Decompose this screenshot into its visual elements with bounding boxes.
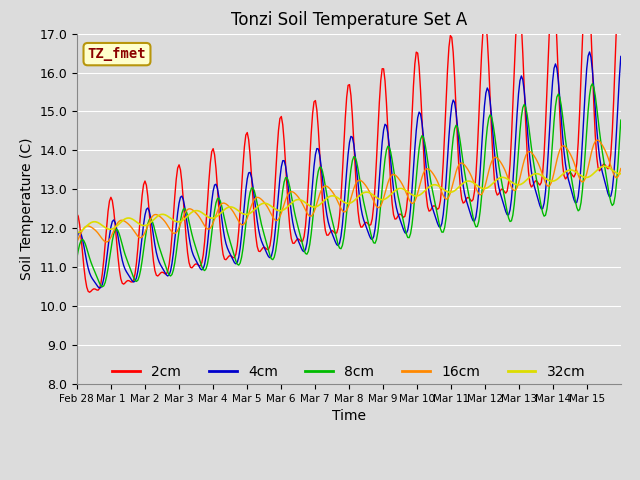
4cm bbox=[96, 285, 104, 291]
4cm bbox=[462, 196, 470, 202]
16cm bbox=[92, 228, 99, 233]
32cm bbox=[541, 176, 549, 181]
2cm bbox=[462, 197, 470, 203]
Line: 4cm: 4cm bbox=[77, 52, 621, 288]
4cm bbox=[617, 54, 625, 60]
4cm bbox=[616, 74, 623, 80]
32cm bbox=[617, 171, 625, 177]
Title: Tonzi Soil Temperature Set A: Tonzi Soil Temperature Set A bbox=[230, 11, 467, 29]
4cm bbox=[543, 171, 551, 177]
Line: 2cm: 2cm bbox=[77, 0, 621, 292]
8cm bbox=[73, 256, 81, 262]
2cm bbox=[110, 207, 118, 213]
16cm bbox=[354, 178, 362, 183]
16cm bbox=[617, 166, 625, 171]
16cm bbox=[593, 137, 600, 143]
2cm bbox=[354, 208, 362, 214]
Legend: 2cm, 4cm, 8cm, 16cm, 32cm: 2cm, 4cm, 8cm, 16cm, 32cm bbox=[107, 359, 591, 384]
32cm bbox=[108, 226, 116, 232]
4cm bbox=[92, 280, 99, 286]
8cm bbox=[110, 231, 118, 237]
4cm bbox=[354, 181, 362, 187]
8cm bbox=[543, 206, 551, 212]
8cm bbox=[589, 81, 596, 86]
32cm bbox=[353, 195, 360, 201]
32cm bbox=[73, 230, 81, 236]
16cm bbox=[462, 164, 470, 169]
16cm bbox=[73, 239, 81, 245]
16cm bbox=[103, 239, 111, 245]
2cm bbox=[86, 289, 93, 295]
8cm bbox=[92, 270, 99, 276]
16cm bbox=[616, 171, 623, 177]
8cm bbox=[99, 284, 106, 290]
16cm bbox=[543, 182, 551, 188]
Text: TZ_fmet: TZ_fmet bbox=[88, 47, 147, 61]
2cm bbox=[73, 211, 81, 216]
8cm bbox=[462, 178, 470, 183]
32cm bbox=[602, 163, 609, 169]
2cm bbox=[543, 88, 551, 94]
8cm bbox=[617, 117, 625, 123]
Line: 16cm: 16cm bbox=[77, 140, 621, 242]
X-axis label: Time: Time bbox=[332, 409, 366, 423]
Line: 8cm: 8cm bbox=[77, 84, 621, 287]
8cm bbox=[616, 140, 623, 145]
Line: 32cm: 32cm bbox=[77, 166, 621, 233]
4cm bbox=[73, 236, 81, 242]
32cm bbox=[614, 170, 622, 176]
2cm bbox=[93, 287, 100, 293]
8cm bbox=[354, 166, 362, 172]
32cm bbox=[461, 180, 468, 185]
4cm bbox=[586, 49, 593, 55]
4cm bbox=[110, 217, 118, 223]
16cm bbox=[110, 228, 118, 234]
32cm bbox=[92, 219, 99, 225]
Y-axis label: Soil Temperature (C): Soil Temperature (C) bbox=[20, 138, 34, 280]
